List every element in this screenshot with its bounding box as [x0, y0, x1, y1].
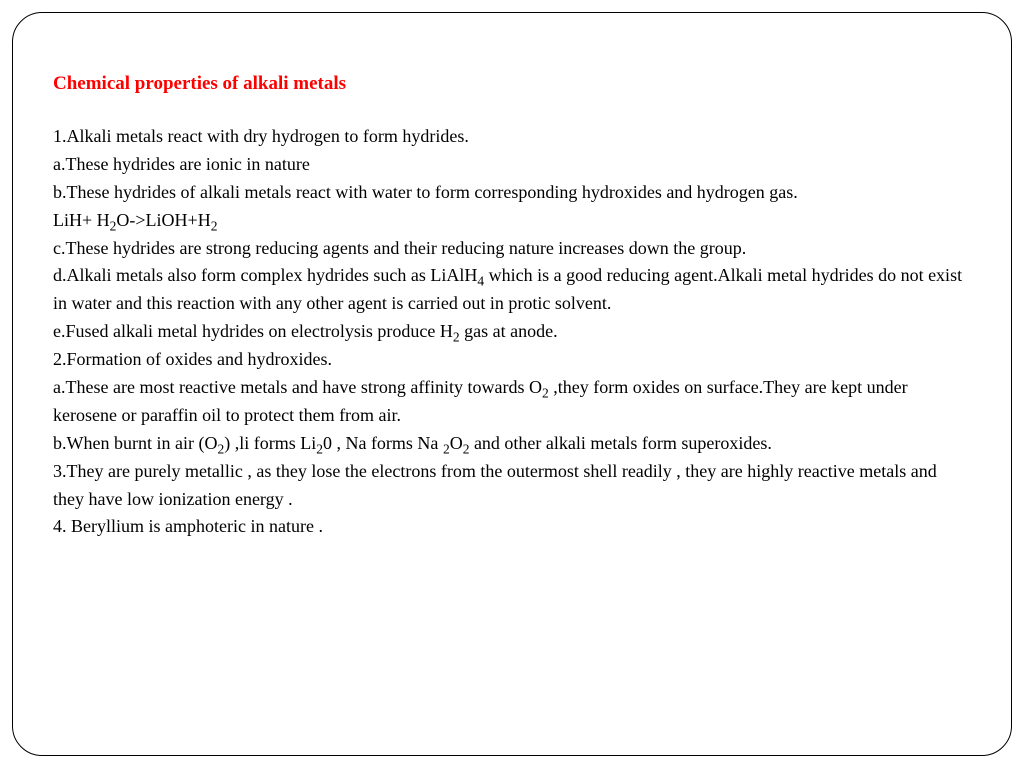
- body-line: a.These hydrides are ionic in nature: [53, 151, 971, 179]
- body-line: b.These hydrides of alkali metals react …: [53, 179, 971, 207]
- body-line: a.These are most reactive metals and hav…: [53, 374, 971, 430]
- slide-title: Chemical properties of alkali metals: [53, 73, 971, 95]
- body-line: d.Alkali metals also form complex hydrid…: [53, 262, 971, 318]
- body-line: LiH+ H2O->LiOH+H2: [53, 207, 971, 235]
- body-line: 1.Alkali metals react with dry hydrogen …: [53, 123, 971, 151]
- slide-frame: Chemical properties of alkali metals 1.A…: [12, 12, 1012, 756]
- body-line: c.These hydrides are strong reducing age…: [53, 235, 971, 263]
- body-line: b.When burnt in air (O2) ,li forms Li20 …: [53, 430, 971, 458]
- body-line: 4. Beryllium is amphoteric in nature .: [53, 513, 971, 541]
- body-line: 2.Formation of oxides and hydroxides.: [53, 346, 971, 374]
- slide-content: 1.Alkali metals react with dry hydrogen …: [53, 123, 971, 541]
- body-line: e.Fused alkali metal hydrides on electro…: [53, 318, 971, 346]
- body-line: 3.They are purely metallic , as they los…: [53, 458, 971, 514]
